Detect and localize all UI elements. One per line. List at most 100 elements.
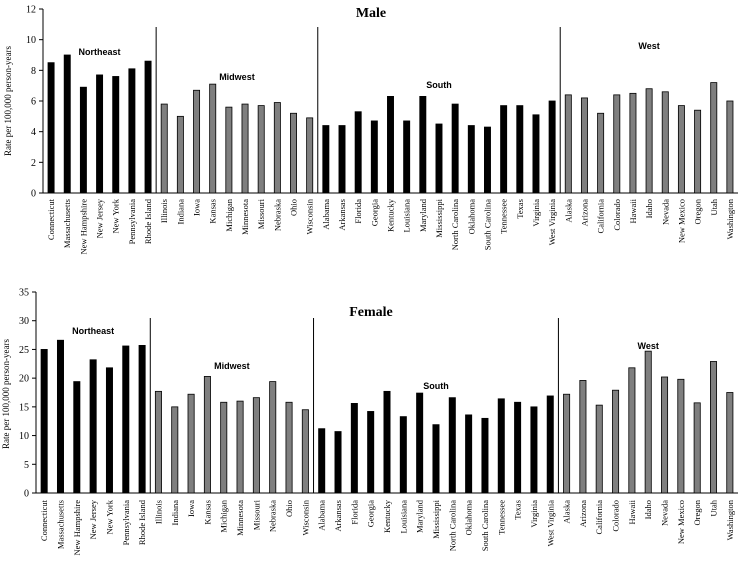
bar bbox=[387, 96, 394, 194]
x-tick-label: Oregon bbox=[692, 499, 702, 525]
bar bbox=[47, 62, 55, 194]
x-tick-label: North Carolina bbox=[450, 199, 460, 250]
bar bbox=[63, 54, 71, 194]
bar bbox=[661, 91, 669, 194]
x-tick-label: Utah bbox=[709, 198, 719, 215]
bar bbox=[514, 401, 522, 494]
bar bbox=[370, 120, 378, 194]
x-tick-label: Michigan bbox=[224, 198, 234, 231]
region-label: Northeast bbox=[79, 47, 121, 57]
bar bbox=[383, 390, 391, 494]
x-tick-label: Massachusetts bbox=[55, 500, 65, 549]
bar bbox=[580, 97, 588, 194]
bar bbox=[597, 112, 605, 194]
x-tick-label: Wisconsin bbox=[300, 499, 310, 535]
bar bbox=[726, 100, 734, 194]
x-tick-label: Alabama bbox=[321, 199, 331, 230]
bar bbox=[144, 60, 152, 194]
bar bbox=[710, 361, 718, 494]
bar bbox=[435, 123, 443, 194]
bar bbox=[220, 401, 228, 494]
bar bbox=[516, 105, 524, 194]
bar bbox=[677, 378, 685, 494]
bar bbox=[693, 402, 701, 494]
bar bbox=[467, 125, 475, 194]
x-tick-label: Kansas bbox=[208, 199, 218, 224]
x-tick-label: Idaho bbox=[644, 199, 654, 218]
bar bbox=[40, 349, 48, 494]
bar bbox=[416, 392, 424, 494]
x-tick-label: Tennessee bbox=[496, 500, 506, 535]
region-label: Northeast bbox=[72, 326, 114, 336]
x-tick-label: New York bbox=[111, 198, 121, 233]
x-tick-label: Georgia bbox=[366, 500, 376, 527]
x-tick-label: New York bbox=[104, 499, 114, 534]
x-tick-label: Colorado bbox=[612, 199, 622, 231]
x-tick-label: Utah bbox=[709, 499, 719, 516]
bar bbox=[338, 125, 346, 194]
x-tick-label: South Carolina bbox=[480, 500, 490, 551]
y-tick-label: 5 bbox=[24, 460, 29, 471]
x-tick-label: Indiana bbox=[170, 500, 180, 526]
bar bbox=[122, 345, 130, 494]
x-tick-label: Maryland bbox=[415, 499, 425, 533]
bar bbox=[193, 89, 201, 194]
x-tick-label: Oregon bbox=[693, 198, 703, 224]
x-tick-label: Mississippi bbox=[434, 198, 444, 237]
x-tick-label: Michigan bbox=[219, 499, 229, 532]
region-label: West bbox=[638, 341, 659, 351]
bar bbox=[225, 106, 233, 194]
bar bbox=[236, 400, 244, 494]
x-tick-label: New Mexico bbox=[676, 199, 686, 243]
bar bbox=[661, 376, 669, 494]
y-axis-label: Rate per 100,000 person-years bbox=[3, 46, 13, 156]
x-tick-label: New Jersey bbox=[88, 499, 98, 539]
x-tick-label: Tennessee bbox=[499, 199, 509, 234]
x-tick-label: Nebraska bbox=[272, 199, 282, 231]
y-axis-label: Rate per 100,000 person-years bbox=[1, 339, 11, 449]
bar bbox=[290, 112, 297, 194]
x-tick-label: Oklahoma bbox=[464, 500, 474, 536]
x-tick-label: Washington bbox=[725, 499, 735, 540]
bar bbox=[694, 109, 702, 194]
bar bbox=[334, 431, 342, 494]
bar bbox=[154, 390, 162, 494]
x-tick-label: Virginia bbox=[529, 500, 539, 528]
bar bbox=[203, 376, 211, 494]
y-tick-label: 6 bbox=[31, 97, 36, 108]
bar bbox=[500, 105, 508, 194]
x-tick-label: Washington bbox=[725, 198, 735, 239]
bar bbox=[595, 404, 603, 494]
x-tick-label: Alaska bbox=[563, 199, 573, 223]
x-tick-label: Illinois bbox=[153, 500, 163, 524]
bar bbox=[73, 381, 81, 494]
bar bbox=[726, 392, 734, 494]
bar bbox=[367, 411, 375, 494]
x-tick-label: Nevada bbox=[660, 199, 670, 225]
x-tick-label: Texas bbox=[515, 199, 525, 219]
bar bbox=[628, 367, 636, 494]
x-tick-label: West Virginia bbox=[545, 500, 555, 547]
x-tick-label: Ohio bbox=[284, 500, 294, 517]
bar bbox=[629, 92, 637, 194]
bar bbox=[96, 74, 104, 194]
x-tick-label: Georgia bbox=[369, 199, 379, 226]
x-tick-label: New Mexico bbox=[676, 500, 686, 544]
bar bbox=[269, 381, 277, 494]
chart-title: Male bbox=[356, 6, 386, 21]
bar bbox=[187, 393, 195, 494]
y-tick-label: 10 bbox=[19, 431, 29, 442]
bar bbox=[432, 424, 440, 494]
y-tick-label: 2 bbox=[31, 158, 36, 169]
y-tick-label: 4 bbox=[31, 127, 36, 138]
x-tick-label: Connecticut bbox=[39, 499, 49, 541]
bar bbox=[579, 380, 587, 494]
bar bbox=[563, 393, 571, 494]
bar bbox=[56, 339, 64, 494]
x-tick-label: Indiana bbox=[175, 199, 185, 225]
x-tick-label: Arkansas bbox=[333, 500, 343, 532]
x-tick-label: Rhode Island bbox=[137, 499, 147, 545]
x-tick-label: Hawaii bbox=[628, 198, 638, 223]
x-tick-label: Illinois bbox=[159, 199, 169, 223]
x-tick-label: South Carolina bbox=[482, 199, 492, 250]
